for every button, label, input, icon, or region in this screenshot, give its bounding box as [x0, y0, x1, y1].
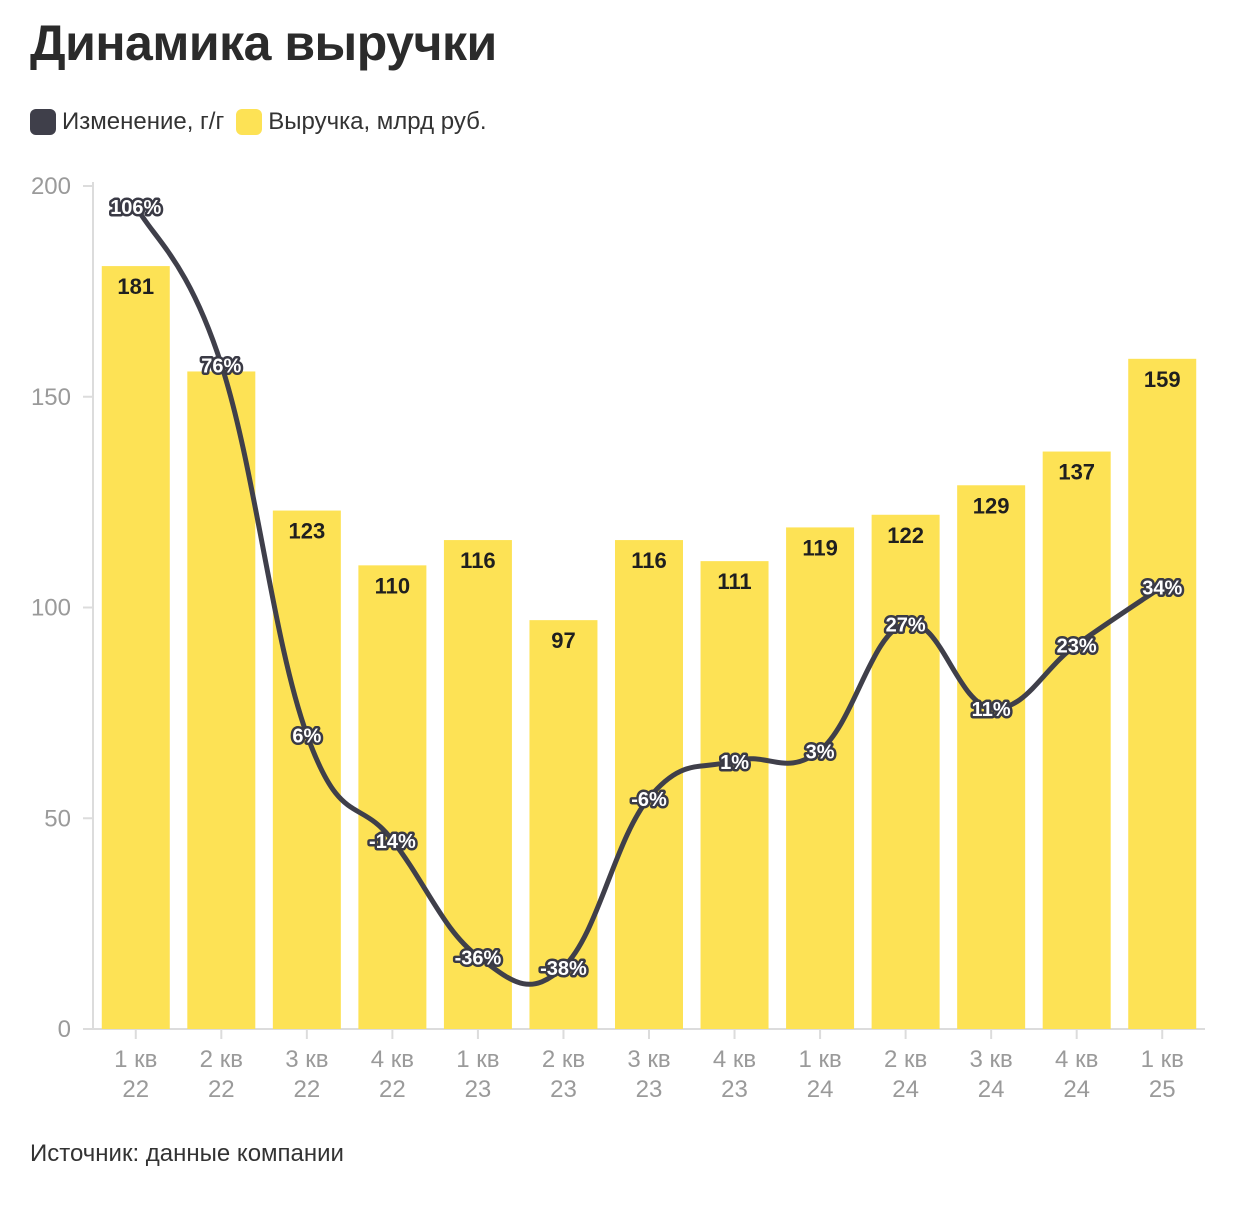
line-point-label: 27%	[886, 614, 926, 636]
y-tick-label: 0	[58, 1016, 71, 1043]
x-tick-label: 1 кв 22	[114, 1046, 157, 1103]
bar-revenue	[358, 565, 427, 1029]
chart-title: Динамика выручки	[30, 15, 497, 71]
x-tick-label: 4 кв 22	[371, 1046, 414, 1103]
line-point-label: 3%	[806, 741, 835, 763]
bar-value-label: 116	[460, 548, 496, 573]
bar-revenue	[187, 371, 256, 1030]
line-point-label: -14%	[369, 831, 416, 853]
legend-item-revenue: Выручка, млрд руб.	[236, 108, 487, 136]
legend-label-change: Изменение, г/г	[62, 108, 225, 135]
legend: Изменение, г/г Выручка, млрд руб.	[30, 108, 499, 136]
x-tick-label: 1 кв 25	[1141, 1046, 1184, 1103]
revenue-chart: 0 50 100 150 200 1 кв 22 2 кв 22 3 кв 22 4 кв 22 1 кв…	[31, 173, 1205, 1103]
x-tick-label: 2 кв 23	[542, 1046, 585, 1103]
bar-revenue	[786, 527, 855, 1029]
bar-value-label: 181	[117, 274, 154, 299]
bar-revenue	[1042, 451, 1111, 1029]
bar-revenue	[700, 561, 769, 1029]
line-point-label: -36%	[455, 947, 502, 969]
y-tick-label: 150	[31, 384, 71, 411]
line-point-label: 76%	[201, 356, 241, 378]
line-point-label: 23%	[1057, 636, 1097, 658]
line-point-label: 6%	[292, 725, 321, 747]
bar-value-label: 137	[1058, 460, 1095, 485]
line-point-label: -38%	[540, 958, 587, 980]
bar-revenue	[1128, 358, 1197, 1029]
y-tick-label: 100	[31, 595, 71, 622]
line-change-yoy	[133, 203, 1165, 987]
line-point-label: 11%	[972, 699, 1011, 721]
bar-value-label: 111	[717, 569, 751, 594]
bar-revenue	[957, 485, 1026, 1029]
bar-value-label: 122	[887, 523, 924, 548]
bar-value-label: 116	[631, 548, 667, 573]
bar-value-label: 123	[288, 519, 325, 544]
x-tick-label: 2 кв 22	[200, 1046, 243, 1103]
bar-revenue	[101, 266, 170, 1030]
source-note: Источник: данные компании	[30, 1140, 344, 1167]
y-tick-label: 50	[44, 805, 71, 832]
line-point-label: 106%	[110, 197, 161, 219]
x-tick-label: 3 кв 24	[970, 1046, 1013, 1103]
bar-value-label: 129	[973, 493, 1010, 518]
line-point-label: -6%	[631, 789, 667, 811]
bar-value-label: 159	[1144, 367, 1181, 392]
x-tick-label: 3 кв 23	[627, 1046, 670, 1103]
line-point-label: 34%	[1142, 578, 1182, 600]
bar-revenue	[272, 510, 341, 1029]
line-point-label: 1%	[720, 752, 749, 774]
x-tick-label: 1 кв 24	[798, 1046, 841, 1103]
x-tick-label: 2 кв 24	[884, 1046, 927, 1103]
x-tick-label: 4 кв 23	[713, 1046, 756, 1103]
bar-revenue	[871, 514, 940, 1029]
bar-revenue	[443, 540, 512, 1029]
legend-item-change: Изменение, г/г	[30, 108, 224, 136]
legend-swatch-change	[30, 109, 56, 135]
bar-value-label: 119	[802, 535, 838, 560]
legend-label-revenue: Выручка, млрд руб.	[268, 108, 487, 135]
x-tick-label: 1 кв 23	[456, 1046, 499, 1103]
bar-value-label: 97	[551, 628, 575, 653]
y-tick-label: 200	[31, 173, 71, 200]
bar-revenue	[615, 540, 683, 1029]
legend-swatch-revenue	[236, 109, 263, 135]
bar-revenue	[529, 620, 598, 1029]
bar-value-label: 110	[375, 573, 411, 598]
x-tick-label: 4 кв 24	[1055, 1046, 1098, 1103]
x-tick-label: 3 кв 22	[285, 1046, 328, 1103]
